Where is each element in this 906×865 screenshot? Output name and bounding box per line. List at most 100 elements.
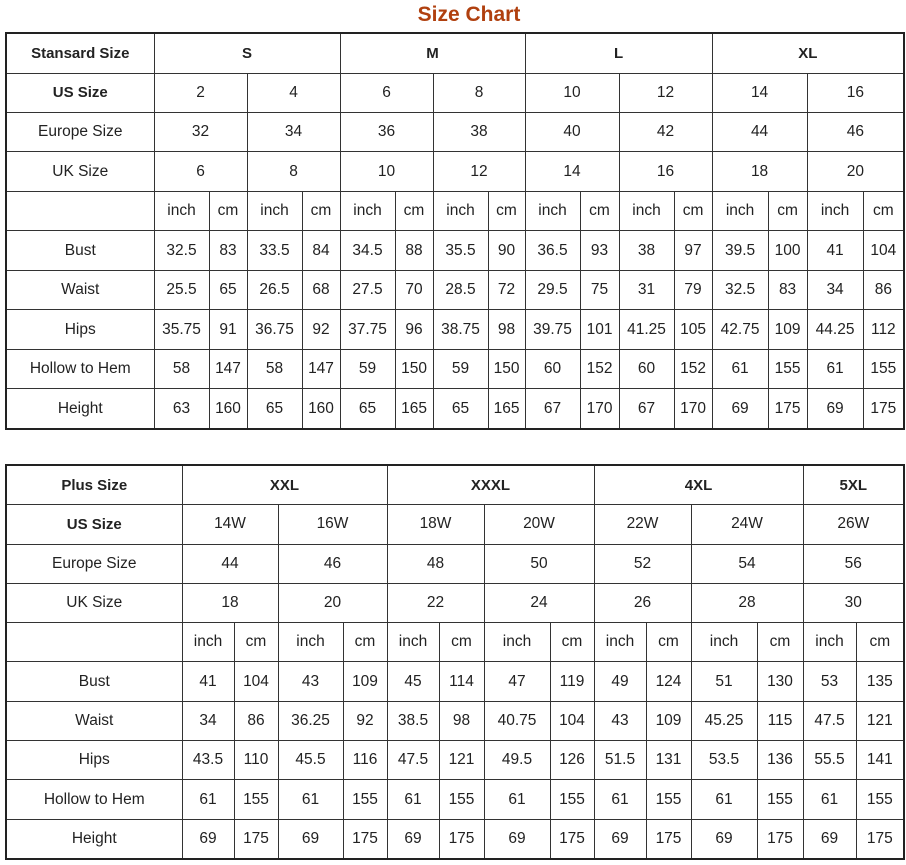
measurement-value: 121 [855,700,905,742]
size-row: UK Size 6 8 10 12 14 16 18 20 [5,151,905,192]
measurement-value: 126 [549,740,595,781]
measurement-value: 67 [618,388,675,430]
size-value: 8 [246,151,341,192]
unit-label: inch [593,622,647,663]
row-label: US Size [5,72,155,113]
measurement-value: 93 [579,230,620,271]
unit-label: inch [711,190,769,232]
unit-label: cm [673,190,713,232]
measurement-value: 25.5 [153,269,210,311]
size-value: 20 [277,582,388,624]
row-label: Waist [5,269,155,311]
size-value: 14 [524,151,620,192]
row-label: UK Size [5,151,155,192]
measurement-value: 83 [208,230,248,271]
measurement-value: 69 [277,818,344,860]
measurement-value: 67 [524,388,581,430]
size-value: 46 [806,111,905,153]
size-value: 32 [153,111,248,153]
unit-label: cm [549,622,595,663]
measurement-value: 83 [767,269,808,311]
measurement-value: 61 [690,779,758,820]
measurement-value: 155 [767,348,808,390]
measurement-value: 69 [386,818,440,860]
measurement-value: 65 [246,388,303,430]
measurement-value: 39.5 [711,230,769,271]
measurement-value: 147 [208,348,248,390]
unit-label: cm [394,190,434,232]
measurement-value: 121 [438,740,485,781]
size-value: 18W [386,504,485,545]
unit-label: inch [483,622,551,663]
measurement-value: 175 [855,818,905,860]
measurement-value: 175 [645,818,692,860]
size-value: 18 [711,151,808,192]
size-value: 44 [711,111,808,153]
unit-label: cm [645,622,692,663]
unit-label: cm [233,622,279,663]
size-value: 48 [386,543,485,584]
measurement-value: 90 [487,230,526,271]
unit-label: cm [208,190,248,232]
measurement-value: 136 [756,740,804,781]
row-label: Hollow to Hem [5,348,155,390]
size-value: 34 [246,111,341,153]
unit-label: inch [339,190,396,232]
size-value: 20W [483,504,595,545]
size-value: 4 [246,72,341,113]
measurement-value: 60 [618,348,675,390]
unit-label: cm [438,622,485,663]
unit-label: inch [806,190,864,232]
measurement-value: 130 [756,661,804,702]
measurement-row: Waist 25.5 65 26.5 68 27.5 70 28.5 72 29.5 75 31 79 3… [5,269,905,311]
size-value: 16W [277,504,388,545]
measurement-value: 96 [394,309,434,350]
row-label: US Size [5,504,183,545]
unit-label: cm [579,190,620,232]
measurement-value: 35.5 [432,230,489,271]
measurement-value: 59 [432,348,489,390]
size-row: US Size 14W 16W 18W 20W 22W 24W 26W [5,504,905,545]
measurement-value: 160 [208,388,248,430]
measurement-row: Bust 41 104 43 109 45 114 47 119 49 124 51 130 53 135 [5,661,905,702]
measurement-value: 155 [233,779,279,820]
size-value: 24 [483,582,595,624]
size-value: 10 [524,72,620,113]
measurement-value: 100 [767,230,808,271]
measurement-value: 98 [487,309,526,350]
measurement-row: Bust 32.5 83 33.5 84 34.5 88 35.5 90 36.5 93 38 97 39… [5,230,905,271]
measurement-value: 45.25 [690,700,758,742]
measurement-value: 165 [394,388,434,430]
row-label: Hips [5,309,155,350]
measurement-value: 175 [342,818,388,860]
measurement-value: 115 [756,700,804,742]
measurement-value: 34 [806,269,864,311]
measurement-value: 131 [645,740,692,781]
row-label: Hips [5,740,183,781]
size-value: 22 [386,582,485,624]
measurement-value: 65 [339,388,396,430]
size-value: 12 [618,72,713,113]
measurement-value: 41.25 [618,309,675,350]
measurement-value: 175 [767,388,808,430]
size-group-header: M [339,32,526,74]
measurement-value: 36.25 [277,700,344,742]
measurement-value: 84 [301,230,341,271]
measurement-value: 155 [756,779,804,820]
measurement-value: 68 [301,269,341,311]
row-label: Waist [5,700,183,742]
measurement-value: 41 [181,661,235,702]
measurement-value: 53 [802,661,857,702]
measurement-row: Height 69 175 69 175 69 175 69 175 69 175 69 175 69 17… [5,818,905,860]
measurement-value: 69 [711,388,769,430]
size-row: Europe Size 44 46 48 50 52 54 56 [5,543,905,584]
size-group-header: XL [711,32,905,74]
size-group-row: Stansard Size S M L XL [5,32,905,74]
measurement-value: 97 [673,230,713,271]
measurement-value: 32.5 [153,230,210,271]
measurement-value: 27.5 [339,269,396,311]
measurement-value: 116 [342,740,388,781]
measurement-value: 63 [153,388,210,430]
size-value: 30 [802,582,905,624]
measurement-value: 51 [690,661,758,702]
